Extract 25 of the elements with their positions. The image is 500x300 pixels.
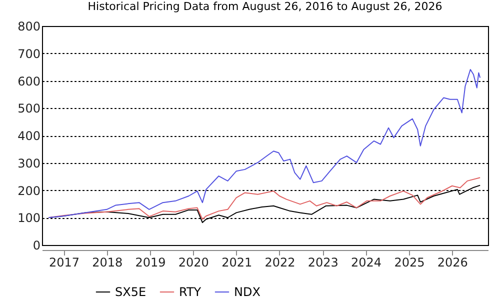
line-series: [48, 69, 481, 218]
legend-label: NDX: [234, 285, 260, 299]
x-tick-label: 2019: [135, 256, 166, 270]
x-tick-label: 2021: [222, 256, 252, 270]
y-tick-label: 300: [18, 156, 40, 170]
y-tick-label: 200: [18, 184, 40, 198]
y-tick-label: 500: [18, 102, 40, 116]
x-tick-label: 2026: [437, 256, 468, 270]
y-tick-label: 400: [18, 129, 40, 143]
y-tick-label: 600: [18, 74, 40, 88]
x-tick-label: 2017: [48, 256, 80, 270]
chart-title: Historical Pricing Data from August 26, 2016 to August 26, 2026: [88, 0, 442, 13]
legend-label: SX5E: [115, 285, 146, 299]
y-tick-label: 700: [18, 46, 40, 61]
line-series: [48, 177, 481, 220]
x-tick-label: 2018: [92, 256, 123, 270]
x-tick-label: 2024: [350, 256, 382, 270]
y-tick-label: 100: [18, 211, 40, 226]
y-tick-label: 0: [32, 238, 40, 252]
y-tick-label: 800: [18, 20, 40, 34]
x-tick-label: 2022: [264, 256, 296, 270]
x-tick-label: 2020: [178, 256, 209, 270]
x-tick-label: 2023: [308, 256, 338, 270]
legend-label: RTY: [179, 285, 202, 299]
x-tick-label: 2025: [394, 256, 425, 270]
